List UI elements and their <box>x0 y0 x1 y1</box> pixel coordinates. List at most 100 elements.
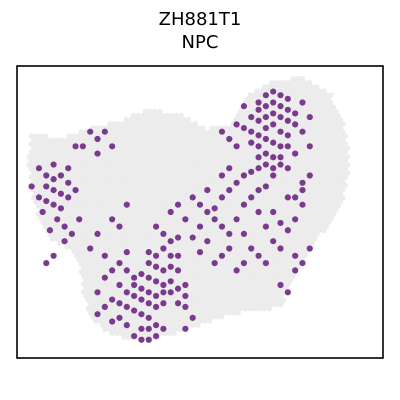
background-spot <box>123 125 130 131</box>
background-spot <box>90 166 96 172</box>
npc-spot <box>262 161 269 168</box>
background-spot <box>104 174 111 180</box>
background-spot <box>295 182 301 189</box>
background-spot <box>130 203 137 209</box>
background-spot <box>342 133 348 139</box>
background-spot <box>273 293 280 300</box>
npc-positive-spots-layer <box>28 88 313 343</box>
background-spot <box>92 211 99 217</box>
background-spot <box>83 162 89 168</box>
background-spot <box>211 269 218 275</box>
background-spot <box>171 314 177 320</box>
background-spot <box>66 158 73 164</box>
background-spot <box>95 264 101 271</box>
background-spot <box>142 125 149 131</box>
background-spot <box>80 232 87 238</box>
background-spot <box>233 273 239 279</box>
background-spot <box>216 211 222 217</box>
background-spot <box>285 215 291 221</box>
background-spot <box>325 137 332 143</box>
background-spot <box>325 153 332 160</box>
background-spot <box>190 125 196 131</box>
background-spot <box>57 232 63 238</box>
background-spot <box>171 190 177 197</box>
npc-spot <box>152 223 160 230</box>
background-spot <box>314 182 320 189</box>
background-spot <box>187 186 194 193</box>
background-spot <box>304 108 310 115</box>
npc-spot <box>240 230 248 237</box>
background-spot <box>118 232 125 238</box>
background-spot <box>88 252 94 258</box>
background-spot <box>268 293 275 300</box>
background-spot <box>176 166 182 172</box>
background-spot <box>247 174 253 180</box>
background-spot <box>278 203 284 209</box>
background-spot <box>57 141 63 148</box>
background-spot <box>223 207 230 213</box>
background-spot <box>273 269 280 275</box>
background-spot <box>85 149 92 156</box>
background-spot <box>214 289 220 295</box>
background-spot <box>64 203 70 209</box>
background-spot <box>285 207 291 213</box>
background-spot <box>306 104 313 111</box>
background-spot <box>164 186 170 193</box>
background-spot <box>102 162 108 168</box>
npc-spot <box>292 252 299 259</box>
background-spot <box>152 190 158 197</box>
background-spot <box>233 116 239 123</box>
background-spot <box>199 141 206 148</box>
background-spot <box>95 248 101 254</box>
npc-spot <box>72 143 79 150</box>
npc-spot <box>292 121 299 128</box>
npc-spot <box>145 300 152 307</box>
background-spot <box>266 199 272 205</box>
npc-spot <box>299 99 306 106</box>
npc-spot <box>218 128 226 135</box>
background-spot <box>299 75 306 82</box>
npc-spot <box>233 216 240 223</box>
background-spot <box>180 232 187 238</box>
background-spot <box>295 166 301 172</box>
background-spot <box>323 166 329 172</box>
background-spot <box>306 227 313 234</box>
background-spot <box>149 269 156 275</box>
background-spot <box>107 153 113 160</box>
background-spot <box>247 207 253 213</box>
background-spot <box>245 186 251 193</box>
background-spot <box>240 137 246 143</box>
background-spot <box>88 227 94 234</box>
background-spot <box>95 174 101 180</box>
background-spot <box>107 310 113 316</box>
background-spot <box>240 195 246 201</box>
background-spot <box>221 162 227 168</box>
background-spot <box>161 273 168 279</box>
background-spot <box>90 297 96 304</box>
background-spot <box>202 244 208 250</box>
background-spot <box>164 137 170 143</box>
background-spot <box>187 153 194 160</box>
background-spot <box>197 293 203 300</box>
background-spot <box>321 121 327 127</box>
background-spot <box>195 297 201 304</box>
npc-spot <box>270 172 277 179</box>
background-spot <box>185 133 191 139</box>
background-spot <box>235 277 241 283</box>
background-spot <box>266 273 272 279</box>
background-spot <box>216 301 222 308</box>
background-spot <box>187 162 194 168</box>
background-spot <box>147 215 153 221</box>
background-spot <box>135 301 142 308</box>
background-spot <box>233 289 239 295</box>
npc-spot <box>240 103 248 110</box>
background-spot <box>83 236 89 242</box>
background-spot <box>90 289 96 295</box>
background-spot <box>314 223 320 230</box>
background-spot <box>145 145 151 152</box>
background-spot <box>121 129 127 135</box>
npc-spot <box>109 318 116 325</box>
background-spot <box>209 289 215 295</box>
background-spot <box>214 125 220 131</box>
background-spot <box>199 314 206 320</box>
